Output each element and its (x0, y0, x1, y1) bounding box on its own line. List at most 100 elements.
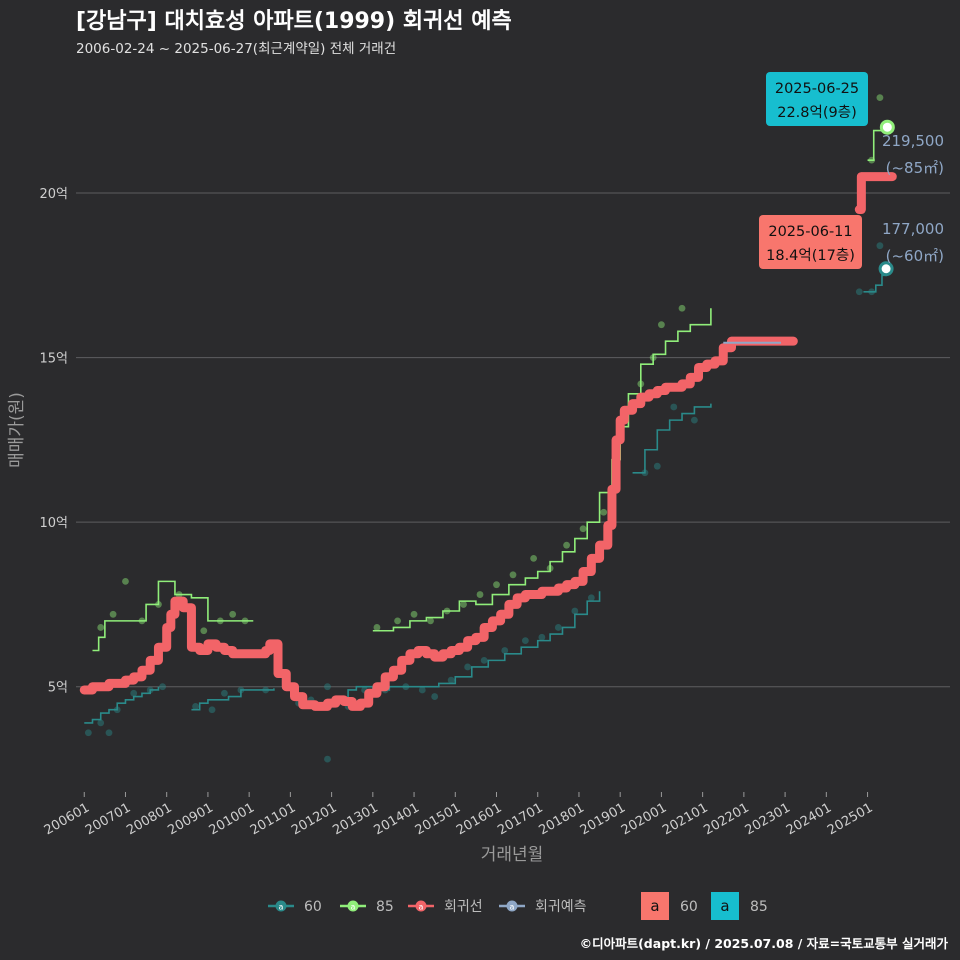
legend-fill-label-85: 85 (750, 899, 768, 915)
x-tick-label-12: 201801 (536, 800, 586, 838)
legend-label-회귀선: 회귀선 (444, 899, 483, 915)
end-marker-85 (879, 119, 895, 135)
legend-label-60: 60 (304, 899, 322, 915)
legend-fill-glyph-85: a (720, 897, 729, 915)
scatter-point-60-28 (554, 624, 562, 631)
x-tick-label-5: 201101 (248, 800, 298, 838)
scatter-point-85-22 (579, 525, 587, 533)
callouts: 2025-06-25 22.8억(9층) 2025-06-11 18.4억(17층) (759, 72, 868, 269)
scatter-point-85-12 (410, 610, 418, 618)
x-tick-label-7: 201301 (330, 800, 380, 838)
scatter-point-85-28 (678, 304, 686, 312)
legend-glyph-회귀예측: a (510, 903, 515, 912)
scatter-point-85-1 (109, 610, 117, 618)
end-marker-60 (878, 261, 894, 277)
legend-fill-key-60 (641, 892, 669, 920)
x-tick-label-1: 200701 (83, 800, 133, 838)
legend-glyph-회귀선: a (419, 903, 424, 912)
scatter-point-60-30 (587, 594, 595, 602)
end-label-value-85: 219,500 (882, 132, 944, 150)
scatter-point-60-33 (653, 462, 661, 470)
series-line-60-1 (191, 688, 275, 711)
scatter-point-85-16 (476, 591, 484, 598)
legend-dot-60 (275, 900, 287, 912)
scatter-point-85-11 (394, 617, 401, 625)
series-line-회귀선-0 (79, 336, 798, 711)
x-tick-label-2: 200801 (124, 800, 174, 838)
series-lines (79, 127, 897, 724)
callout-date-60: 2025-06-11 (768, 224, 852, 240)
scatter-point-85-19 (530, 554, 538, 562)
scatter-point-85-8 (229, 610, 237, 618)
grid-lines (76, 192, 950, 688)
y-tick-label-0: 5억 (48, 681, 68, 696)
scatter-point-85-27 (658, 321, 665, 329)
scatter-point-60-8 (208, 706, 216, 714)
x-tick-label-19: 202501 (825, 800, 875, 838)
end-label-area-85: (~85㎡) (886, 159, 944, 177)
caption: ©디아파트(dapt.kr) / 2025.07.08 / 자료=국토교통부 실… (580, 936, 949, 951)
legend-fill-key-85 (711, 892, 739, 920)
scatter-point-85-10 (373, 624, 381, 631)
scatter-point-85-30 (876, 94, 884, 102)
legend-label-85: 85 (376, 899, 394, 915)
scatter-point-60-27 (538, 633, 546, 641)
scatter-point-85-21 (563, 541, 570, 549)
x-tick-label-0: 200601 (42, 800, 92, 838)
scatter-point-60-34 (670, 403, 678, 411)
x-tick-label-18: 202401 (784, 800, 834, 838)
legend-label-회귀예측: 회귀예측 (535, 899, 587, 915)
callout-price-60: 18.4억(17층) (766, 247, 855, 264)
scatter-point-60-2 (105, 729, 113, 737)
x-tick-label-3: 200901 (165, 800, 215, 838)
scatter-point-60-26 (521, 637, 529, 645)
end-markers (878, 119, 895, 277)
scatter-point-85-15 (460, 601, 467, 608)
legend-fill-label-60: 60 (680, 899, 698, 915)
scatter-layer (84, 94, 884, 763)
x-tick-label-6: 201201 (289, 800, 339, 838)
y-axis-label: 매매가(원) (7, 392, 27, 468)
scatter-point-60-23 (464, 663, 472, 671)
x-tick-label-16: 202201 (701, 800, 751, 838)
chart-title: [강남구] 대치효성 아파트(1999) 회귀선 예측 (76, 9, 512, 34)
legend-glyph-85: a (351, 903, 356, 912)
x-axis-label: 거래년월 (481, 845, 544, 865)
scatter-point-60-25 (501, 647, 509, 654)
callout-date-85: 2025-06-25 (775, 81, 859, 97)
scatter-point-60-38 (876, 242, 884, 250)
scatter-point-60-6 (159, 683, 166, 691)
x-tick-label-9: 201501 (413, 800, 463, 838)
x-tick-label-10: 201601 (454, 800, 504, 838)
scatter-point-60-31 (324, 755, 331, 763)
scatter-point-60-1 (97, 719, 105, 727)
end-label-area-60: (~60㎡) (886, 247, 944, 265)
x-tick-label-15: 202101 (660, 800, 710, 838)
series-line-60-3 (632, 403, 712, 474)
chart-subtitle: 2006-02-24 ~ 2025-06-27(최근계약일) 전체 거래건 (76, 41, 396, 57)
x-tick-label-17: 202301 (743, 800, 793, 838)
callout-box-85 (766, 72, 868, 126)
legend-dot-회귀선 (415, 900, 427, 912)
scatter-point-85-13 (427, 617, 434, 625)
scatter-point-60-14 (324, 683, 331, 691)
scatter-point-60-9 (221, 689, 228, 697)
scatter-point-60-20 (418, 686, 426, 694)
scatter-point-60-35 (690, 416, 698, 424)
x-tick-label-13: 201901 (578, 800, 628, 838)
x-tick-label-14: 202001 (619, 800, 669, 838)
legend-fill-glyph-60: a (650, 897, 659, 915)
scatter-point-85-23 (600, 508, 608, 516)
legend-dot-회귀예측 (506, 900, 518, 912)
callout-box-60 (759, 215, 862, 269)
scatter-point-60-36 (855, 288, 863, 296)
legend: a 60 a 85 a 회귀선 a 회귀예측 a 60 a 85 (268, 892, 768, 920)
scatter-point-85-18 (509, 571, 517, 579)
scatter-point-60-22 (447, 676, 455, 684)
scatter-point-60-29 (571, 607, 579, 615)
series-line-60-2 (323, 591, 601, 704)
scatter-point-85-17 (493, 581, 500, 589)
scatter-point-60-21 (431, 693, 439, 700)
scatter-point-60-4 (130, 689, 138, 697)
